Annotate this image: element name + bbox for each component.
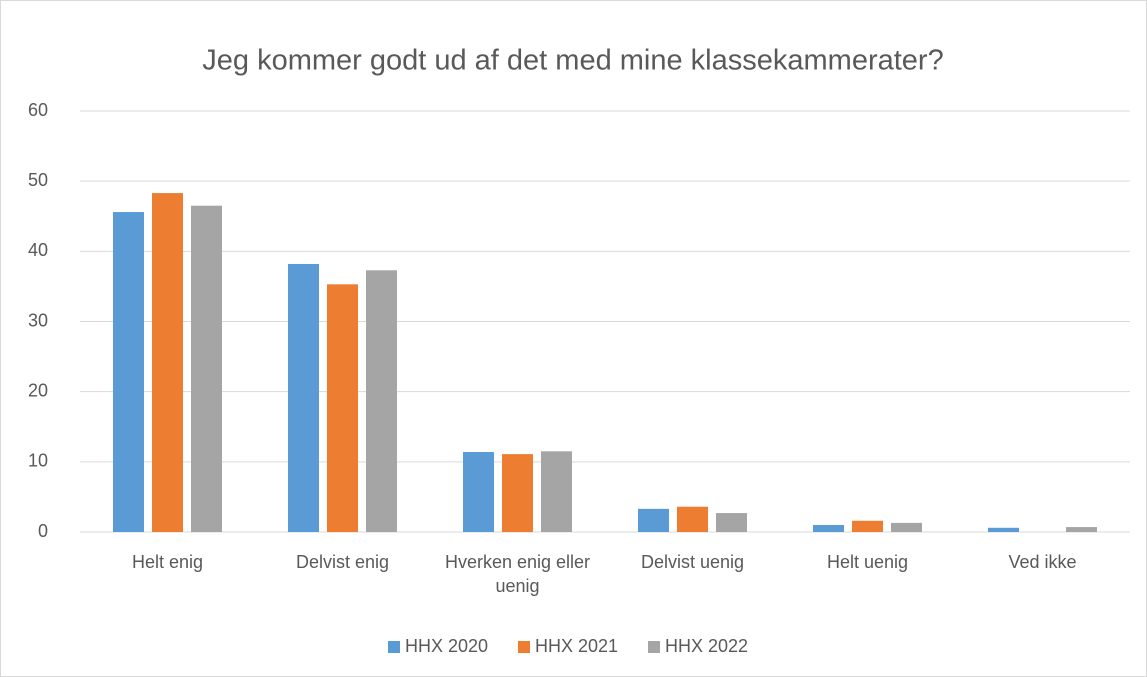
- legend-label: HHX 2022: [665, 636, 748, 656]
- bar: [502, 454, 533, 532]
- legend-swatch: [518, 641, 530, 653]
- bar: [191, 205, 222, 532]
- bar: [113, 212, 144, 533]
- x-tick-label: Ved ikke: [1008, 552, 1077, 572]
- legend-label: HHX 2021: [535, 636, 618, 656]
- bar: [1066, 527, 1097, 532]
- bar: [716, 513, 747, 532]
- bar: [638, 508, 669, 532]
- bar: [327, 284, 358, 532]
- y-tick-label: 60: [28, 100, 48, 120]
- x-tick-label: Helt uenig: [826, 552, 909, 572]
- bar: [366, 270, 397, 532]
- y-tick-label: 50: [28, 170, 48, 190]
- bar: [852, 520, 883, 532]
- bar: [541, 451, 572, 532]
- y-tick-label: 20: [28, 380, 48, 400]
- bar: [288, 263, 319, 532]
- bar: [463, 452, 494, 532]
- y-tick-label: 40: [28, 240, 48, 260]
- bar: [152, 193, 183, 532]
- x-tick-label: Delvist uenig: [640, 552, 745, 572]
- legend-label: HHX 2020: [405, 636, 488, 656]
- bar: [891, 522, 922, 532]
- legend-swatch: [388, 641, 400, 653]
- x-tick-label: Delvist enig: [295, 552, 390, 572]
- bar: [677, 506, 708, 532]
- x-tick-label: Hverken enig eller uenig: [444, 552, 591, 596]
- y-tick-label: 10: [28, 451, 48, 471]
- y-tick-label: 30: [28, 310, 48, 330]
- chart-title: Jeg kommer godt ud af det med mine klass…: [202, 45, 943, 77]
- legend-swatch: [648, 641, 660, 653]
- y-tick-label: 0: [38, 521, 48, 541]
- x-tick-label: Helt enig: [131, 552, 204, 572]
- bar: [988, 527, 1019, 532]
- bar: [813, 524, 844, 532]
